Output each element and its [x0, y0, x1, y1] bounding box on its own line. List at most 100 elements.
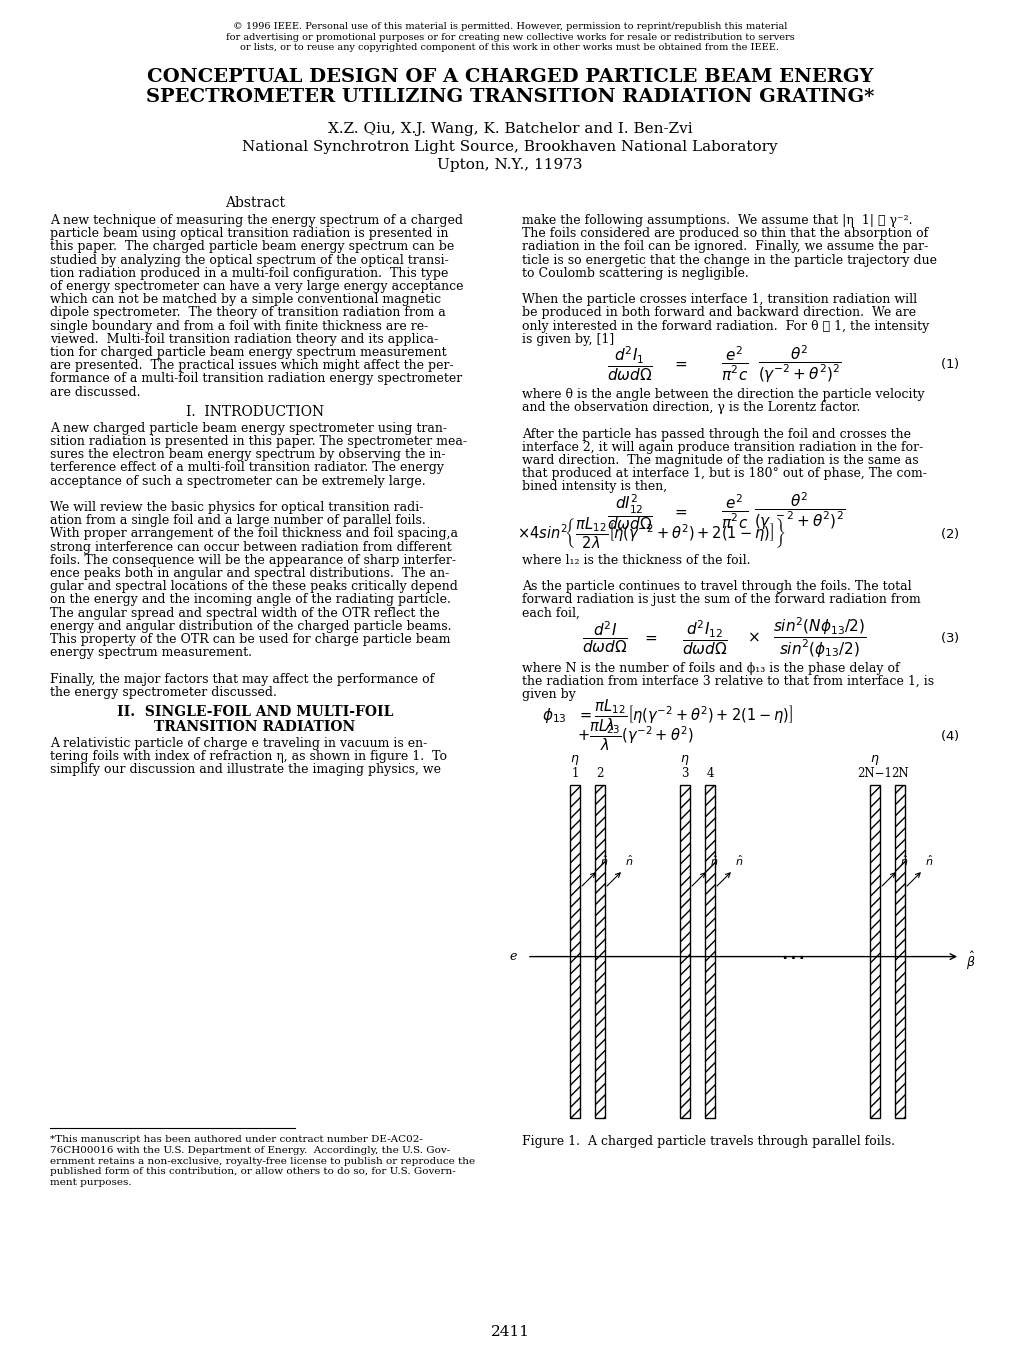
Text: $\hat{n}$: $\hat{n}$ [735, 854, 743, 868]
Text: be produced in both forward and backward direction.  We are: be produced in both forward and backward… [522, 307, 915, 319]
Text: for advertising or promotional purposes or for creating new collective works for: for advertising or promotional purposes … [225, 33, 794, 42]
Bar [894, 786, 904, 1118]
Bar [869, 786, 879, 1118]
Text: given by: given by [522, 688, 576, 702]
Text: the radiation from interface 3 relative to that from interface 1, is: the radiation from interface 3 relative … [522, 674, 933, 688]
Text: $(3)$: $(3)$ [940, 630, 959, 645]
Text: $+ \dfrac{\pi L_{23}}{\lambda}(\gamma^{-2}+\theta^2)$: $+ \dfrac{\pi L_{23}}{\lambda}(\gamma^{-… [577, 718, 693, 753]
Text: $\dfrac{d^2 I_1}{d\omega d\Omega}$: $\dfrac{d^2 I_1}{d\omega d\Omega}$ [606, 345, 652, 383]
Text: gular and spectral locations of the these peaks critically depend: gular and spectral locations of the thes… [50, 581, 458, 593]
Text: Figure 1.  A charged particle travels through parallel foils.: Figure 1. A charged particle travels thr… [522, 1134, 894, 1148]
Bar [594, 786, 604, 1118]
Text: strong interference can occur between radiation from different: strong interference can occur between ra… [50, 540, 451, 554]
Text: 2N: 2N [891, 767, 908, 780]
Text: which can not be matched by a simple conventional magnetic: which can not be matched by a simple con… [50, 293, 440, 307]
Text: 2N−1: 2N−1 [857, 767, 892, 780]
Text: After the particle has passed through the foil and crosses the: After the particle has passed through th… [522, 427, 910, 441]
Text: dipole spectrometer.  The theory of transition radiation from a: dipole spectrometer. The theory of trans… [50, 307, 445, 319]
Text: where l₁₂ is the thickness of the foil.: where l₁₂ is the thickness of the foil. [522, 554, 750, 567]
Text: ation from a single foil and a large number of parallel foils.: ation from a single foil and a large num… [50, 514, 425, 528]
Text: or lists, or to reuse any copyrighted component of this work in other works must: or lists, or to reuse any copyrighted co… [240, 43, 779, 52]
Text: X.Z. Qiu, X.J. Wang, K. Batchelor and I. Ben-Zvi: X.Z. Qiu, X.J. Wang, K. Batchelor and I.… [327, 122, 692, 136]
Bar [680, 786, 689, 1118]
Text: 2411: 2411 [490, 1324, 529, 1339]
Text: particle beam using optical transition radiation is presented in: particle beam using optical transition r… [50, 227, 448, 240]
Text: $\dfrac{d^2 I_{12}}{d\omega d\Omega}$: $\dfrac{d^2 I_{12}}{d\omega d\Omega}$ [682, 619, 728, 657]
Text: $\hat{\beta}$: $\hat{\beta}$ [965, 950, 974, 972]
Text: are discussed.: are discussed. [50, 385, 141, 399]
Text: ence peaks both in angular and spectral distributions.  The an-: ence peaks both in angular and spectral … [50, 567, 448, 579]
Text: to Coulomb scattering is negligible.: to Coulomb scattering is negligible. [522, 267, 748, 280]
Text: $(1)$: $(1)$ [940, 357, 959, 372]
Text: $\dfrac{d^2 I}{d\omega d\Omega}$: $\dfrac{d^2 I}{d\omega d\Omega}$ [582, 620, 628, 655]
Text: published form of this contribution, or allow others to do so, for U.S. Govern-: published form of this contribution, or … [50, 1167, 455, 1177]
Text: $\times$: $\times$ [746, 631, 758, 645]
Text: A new technique of measuring the energy spectrum of a charged: A new technique of measuring the energy … [50, 214, 463, 227]
Text: $\dfrac{\theta^2}{(\gamma^{-2}+\theta^2)^2}$: $\dfrac{\theta^2}{(\gamma^{-2}+\theta^2)… [757, 343, 841, 384]
Text: $\eta$: $\eta$ [570, 753, 579, 767]
Text: interface 2, it will again produce transition radiation in the for-: interface 2, it will again produce trans… [522, 441, 922, 453]
Text: $=$: $=$ [672, 505, 688, 518]
Text: $\eta$: $\eta$ [680, 753, 689, 767]
Text: sures the electron beam energy spectrum by observing the in-: sures the electron beam energy spectrum … [50, 448, 445, 461]
Text: $\eta$: $\eta$ [869, 753, 879, 767]
Text: simplify our discussion and illustrate the imaging physics, we: simplify our discussion and illustrate t… [50, 764, 440, 776]
Text: $=$: $=$ [672, 357, 688, 370]
Text: $= \dfrac{\pi L_{12}}{\lambda}\left[\eta(\gamma^{-2}+\theta^2)+2(1-\eta)\right]$: $= \dfrac{\pi L_{12}}{\lambda}\left[\eta… [577, 697, 792, 733]
Text: energy and angular distribution of the charged particle beams.: energy and angular distribution of the c… [50, 620, 451, 632]
Text: $\dfrac{e^2}{\pi^2 c}$: $\dfrac{e^2}{\pi^2 c}$ [720, 345, 748, 383]
Text: ernment retains a non-exclusive, royalty-free license to publish or reproduce th: ernment retains a non-exclusive, royalty… [50, 1156, 475, 1166]
Text: e: e [510, 950, 517, 963]
Text: A new charged particle beam energy spectrometer using tran-: A new charged particle beam energy spect… [50, 422, 446, 434]
Text: 76CH00016 with the U.S. Department of Energy.  Accordingly, the U.S. Gov-: 76CH00016 with the U.S. Department of En… [50, 1145, 449, 1155]
Text: on the energy and the incoming angle of the radiating particle.: on the energy and the incoming angle of … [50, 593, 450, 607]
Text: is given by, [1]: is given by, [1] [522, 332, 613, 346]
Text: where θ is the angle between the direction the particle velocity: where θ is the angle between the directi… [522, 388, 923, 402]
Text: $=$: $=$ [641, 631, 657, 645]
Text: When the particle crosses interface 1, transition radiation will: When the particle crosses interface 1, t… [522, 293, 916, 307]
Text: radiation in the foil can be ignored.  Finally, we assume the par-: radiation in the foil can be ignored. Fi… [522, 240, 927, 254]
Text: SPECTROMETER UTILIZING TRANSITION RADIATION GRATING*: SPECTROMETER UTILIZING TRANSITION RADIAT… [146, 88, 873, 106]
Text: only interested in the forward radiation.  For θ ≪ 1, the intensity: only interested in the forward radiation… [522, 320, 928, 332]
Text: CONCEPTUAL DESIGN OF A CHARGED PARTICLE BEAM ENERGY: CONCEPTUAL DESIGN OF A CHARGED PARTICLE … [147, 68, 872, 85]
Bar [570, 786, 580, 1118]
Text: the energy spectrometer discussed.: the energy spectrometer discussed. [50, 685, 276, 699]
Text: $\dfrac{dI_{12}^2}{d\omega d\Omega}$: $\dfrac{dI_{12}^2}{d\omega d\Omega}$ [606, 491, 652, 532]
Text: make the following assumptions.  We assume that |η  1| ≫ γ⁻².: make the following assumptions. We assum… [522, 214, 912, 227]
Text: *This manuscript has been authored under contract number DE-AC02-: *This manuscript has been authored under… [50, 1134, 423, 1144]
Text: $\dfrac{\theta^2}{(\gamma^{\ -2}+\theta^2)^2}$: $\dfrac{\theta^2}{(\gamma^{\ -2}+\theta^… [754, 491, 845, 532]
Text: formance of a multi-foil transition radiation energy spectrometer: formance of a multi-foil transition radi… [50, 372, 462, 385]
Text: foils. The consequence will be the appearance of sharp interfer-: foils. The consequence will be the appea… [50, 554, 455, 567]
Text: Upton, N.Y., 11973: Upton, N.Y., 11973 [437, 157, 582, 172]
Text: 3: 3 [681, 767, 688, 780]
Text: The angular spread and spectral width of the OTR reflect the: The angular spread and spectral width of… [50, 607, 439, 620]
Text: that produced at interface 1, but is 180° out of phase, The com-: that produced at interface 1, but is 180… [522, 467, 926, 480]
Text: We will review the basic physics for optical transition radi-: We will review the basic physics for opt… [50, 501, 423, 514]
Text: are presented.  The practical issues which might affect the per-: are presented. The practical issues whic… [50, 360, 453, 372]
Text: $\phi_{13}$: $\phi_{13}$ [541, 706, 567, 725]
Text: I.  INTRODUCTION: I. INTRODUCTION [185, 404, 324, 419]
Text: ticle is so energetic that the change in the particle trajectory due: ticle is so energetic that the change in… [522, 254, 936, 266]
Text: © 1996 IEEE. Personal use of this material is permitted. However, permission to : © 1996 IEEE. Personal use of this materi… [232, 22, 787, 31]
Text: sition radiation is presented in this paper. The spectrometer mea-: sition radiation is presented in this pa… [50, 436, 467, 448]
Text: $\cdots$: $\cdots$ [780, 944, 804, 968]
Text: viewed.  Multi-foil transition radiation theory and its applica-: viewed. Multi-foil transition radiation … [50, 332, 438, 346]
Text: II.  SINGLE-FOIL AND MULTI-FOIL: II. SINGLE-FOIL AND MULTI-FOIL [117, 706, 392, 719]
Text: A relativistic particle of charge e traveling in vacuum is en-: A relativistic particle of charge e trav… [50, 737, 427, 750]
Text: TRANSITION RADIATION: TRANSITION RADIATION [154, 721, 356, 734]
Text: Finally, the major factors that may affect the performance of: Finally, the major factors that may affe… [50, 673, 434, 685]
Text: studied by analyzing the optical spectrum of the optical transi-: studied by analyzing the optical spectru… [50, 254, 448, 266]
Text: energy spectrum measurement.: energy spectrum measurement. [50, 646, 252, 660]
Text: tion radiation produced in a multi-foil configuration.  This type: tion radiation produced in a multi-foil … [50, 267, 448, 280]
Text: $\hat{n}$: $\hat{n}$ [899, 854, 907, 868]
Bar [704, 786, 714, 1118]
Text: $\hat{n}$: $\hat{n}$ [924, 854, 932, 868]
Text: 2: 2 [596, 767, 603, 780]
Text: this paper.  The charged particle beam energy spectrum can be: this paper. The charged particle beam en… [50, 240, 453, 254]
Text: 1: 1 [571, 767, 578, 780]
Text: bined intensity is then,: bined intensity is then, [522, 480, 666, 494]
Text: As the particle continues to travel through the foils. The total: As the particle continues to travel thro… [522, 579, 911, 593]
Text: of energy spectrometer can have a very large energy acceptance: of energy spectrometer can have a very l… [50, 280, 463, 293]
Text: single boundary and from a foil with finite thickness are re-: single boundary and from a foil with fin… [50, 320, 428, 332]
Text: ment purposes.: ment purposes. [50, 1178, 131, 1187]
